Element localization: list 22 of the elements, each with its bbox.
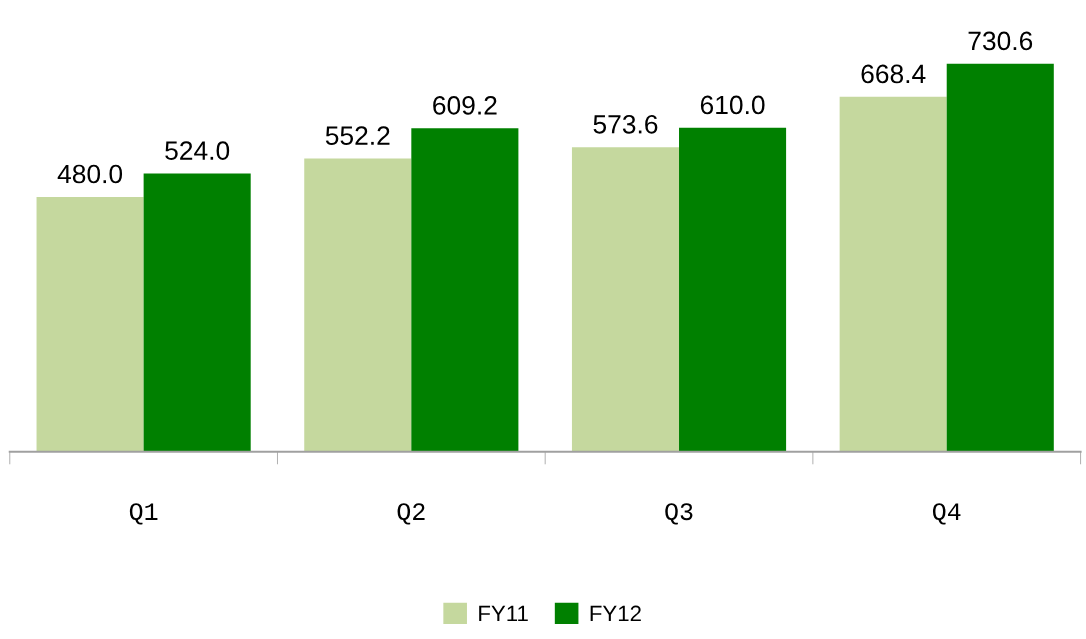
x-tick-label: Q2 bbox=[397, 503, 425, 525]
bar bbox=[36, 196, 144, 452]
bar bbox=[946, 63, 1054, 452]
bar bbox=[143, 173, 251, 452]
data-label: 524.0 bbox=[165, 141, 230, 160]
x-tick-label: Q3 bbox=[665, 503, 693, 525]
data-label: 610.0 bbox=[700, 95, 765, 115]
data-label: 730.6 bbox=[968, 31, 1033, 51]
bar bbox=[571, 147, 680, 452]
data-label: 480.0 bbox=[57, 164, 123, 184]
data-label: 573.6 bbox=[593, 114, 658, 134]
data-label: 668.4 bbox=[861, 64, 926, 84]
bar bbox=[839, 96, 947, 452]
legend-label: FY11 bbox=[479, 605, 528, 622]
bar bbox=[411, 128, 519, 452]
data-label: 609.2 bbox=[433, 96, 497, 115]
legend-label: FY12 bbox=[590, 605, 641, 622]
bar bbox=[679, 127, 787, 452]
x-tick-label: Q4 bbox=[932, 503, 961, 525]
bar bbox=[304, 158, 412, 452]
x-tick-label: Q1 bbox=[129, 503, 158, 525]
data-label: 552.2 bbox=[325, 126, 390, 145]
